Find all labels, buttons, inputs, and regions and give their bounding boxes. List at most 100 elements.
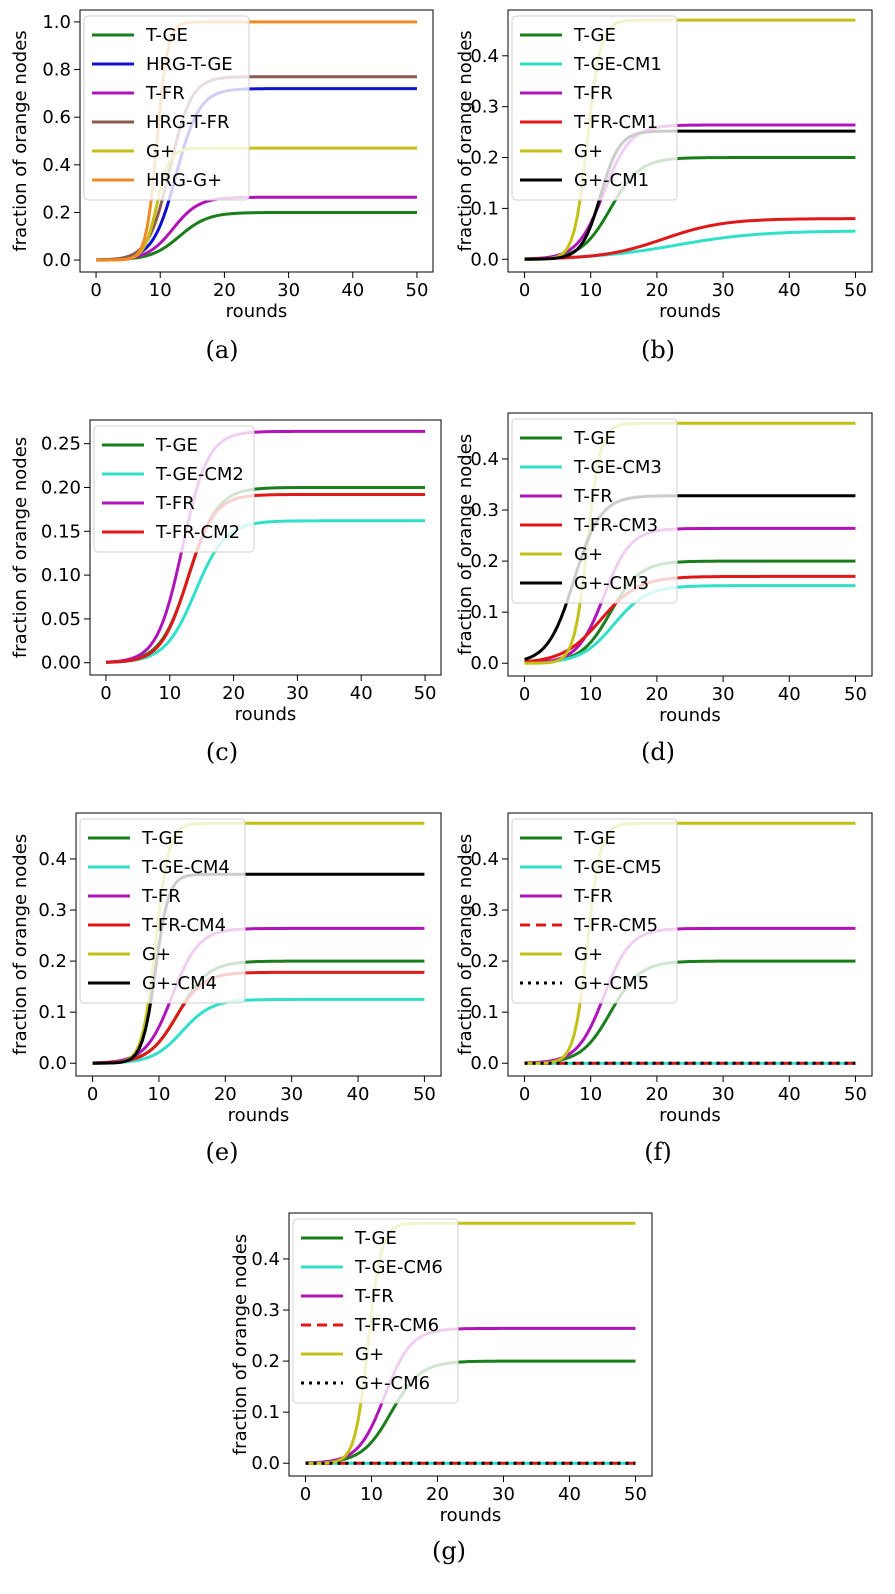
- series-line-t-fr: [105, 429, 426, 664]
- legend-label: HRG-T-GE: [146, 54, 233, 75]
- series-line-hrg-g-: [96, 20, 417, 262]
- caption-panel-d: (d): [640, 738, 676, 766]
- x-tick-label: 40: [778, 280, 801, 301]
- legend-label: T-GE-CM5: [573, 857, 662, 878]
- series-line-t-ge: [524, 959, 856, 1065]
- plot-area: [305, 1221, 636, 1465]
- series-line-t-fr: [305, 1326, 636, 1465]
- y-tick-label: 0.2: [251, 1351, 280, 1372]
- x-axis-label: rounds: [228, 1105, 290, 1126]
- y-tick-label: 0.2: [38, 951, 67, 972]
- legend-label: T-FR: [141, 886, 181, 907]
- y-axis-label: fraction of orange nodes: [10, 437, 31, 658]
- x-tick-label: 0: [519, 1084, 530, 1105]
- plot-area: [105, 429, 426, 664]
- x-tick-label: 20: [645, 280, 668, 301]
- x-tick-label: 50: [413, 1084, 436, 1105]
- caption-panel-g: (g): [431, 1537, 467, 1565]
- legend-label: T-FR-CM2: [155, 522, 240, 543]
- y-tick-label: 0.1: [38, 1002, 67, 1023]
- x-tick-label: 10: [158, 683, 181, 704]
- x-tick-label: 50: [624, 1484, 647, 1505]
- x-tick-label: 0: [519, 684, 530, 705]
- y-axis-label: fraction of orange nodes: [455, 834, 476, 1055]
- x-tick-label: 50: [844, 1084, 867, 1105]
- legend-label: T-FR-CM1: [573, 112, 658, 133]
- y-axis-label: fraction of orange nodes: [10, 834, 31, 1055]
- legend-label: T-GE-CM1: [573, 54, 662, 75]
- y-tick-label: 0.3: [470, 500, 499, 521]
- x-tick-label: 10: [360, 1484, 383, 1505]
- x-axis-label: rounds: [226, 301, 288, 322]
- y-tick-label: 0.3: [251, 1300, 280, 1321]
- y-tick-label: 0.1: [470, 602, 499, 623]
- legend-label: G+: [146, 141, 175, 162]
- series-line-t-fr: [524, 526, 856, 665]
- legend-label: G+: [142, 944, 171, 965]
- legend-label: T-FR: [155, 493, 195, 514]
- y-tick-label: 0.1: [251, 1402, 280, 1423]
- series-line-t-fr: [96, 195, 417, 262]
- legend-label: G+: [574, 944, 603, 965]
- x-tick-label: 50: [406, 280, 429, 301]
- series-line-t-fr: [92, 926, 425, 1065]
- chart-panel-c: 0 10 20 30 40 50 0.00 0.05 0.10 0.15 0.20 0.25 round…: [10, 419, 442, 725]
- y-tick-label: 0.2: [42, 202, 71, 223]
- y-tick-label: 0.4: [470, 46, 499, 67]
- x-tick-label: 20: [645, 1084, 668, 1105]
- series-line-g-cm4: [92, 872, 425, 1065]
- series-line-g-: [524, 821, 856, 1065]
- y-tick-label: 0.20: [41, 477, 81, 498]
- legend-label: T-GE-CM2: [155, 464, 244, 485]
- x-tick-label: 40: [778, 684, 801, 705]
- y-tick-label: 0.0: [470, 1053, 499, 1074]
- y-tick-label: 0.25: [41, 434, 81, 455]
- legend-label: T-FR-CM5: [573, 915, 658, 936]
- legend-box: [83, 15, 250, 201]
- x-tick-label: 40: [350, 683, 373, 704]
- legend-box: [93, 425, 255, 553]
- y-tick-label: 0.05: [41, 609, 81, 630]
- x-tick-label: 30: [286, 683, 309, 704]
- series-line-t-ge: [96, 210, 417, 262]
- legend-label: T-GE: [155, 435, 198, 456]
- legend-box: [511, 15, 678, 201]
- legend-box: [292, 1218, 459, 1404]
- x-tick-label: 0: [519, 280, 530, 301]
- y-tick-label: 0.00: [41, 653, 81, 674]
- legend-label: T-FR-CM6: [354, 1315, 439, 1336]
- series-line-t-ge-cm3: [524, 584, 856, 665]
- series-line-g-cm1: [524, 129, 856, 261]
- x-tick-label: 0: [87, 1084, 98, 1105]
- y-tick-label: 0.10: [41, 565, 81, 586]
- x-tick-label: 50: [414, 683, 437, 704]
- x-tick-label: 10: [579, 1084, 602, 1105]
- series-line-t-ge-cm2: [105, 519, 426, 664]
- legend-label: T-GE: [573, 828, 616, 849]
- legend-label: G+: [574, 141, 603, 162]
- y-tick-label: 1.0: [42, 12, 71, 33]
- x-tick-label: 50: [844, 684, 867, 705]
- series-line-g-: [96, 146, 417, 262]
- y-tick-label: 0.0: [251, 1453, 280, 1474]
- chart-panel-d: 0 10 20 30 40 50 0.0 0.1 0.2 0.3 0.4 rounds fraction…: [455, 412, 873, 726]
- series-line-hrg-t-ge: [96, 87, 417, 262]
- legend-label: T-FR-CM4: [141, 915, 226, 936]
- caption-panel-c: (c): [205, 738, 239, 766]
- legend-label: T-FR: [145, 83, 185, 104]
- caption-panel-e: (e): [205, 1138, 239, 1166]
- legend-label: G+-CM6: [355, 1373, 430, 1394]
- legend-label: T-GE: [141, 828, 184, 849]
- series-line-g-: [524, 18, 856, 261]
- x-tick-label: 30: [280, 1084, 303, 1105]
- series-line-t-fr-cm2: [105, 492, 426, 664]
- legend: T-GE T-GE-CM4 T-FR T-FR-CM4 G+ G+-CM4: [79, 818, 246, 1004]
- chart-panel-e: 0 10 20 30 40 50 0.0 0.1 0.2 0.3 0.4 rounds fraction…: [10, 812, 442, 1126]
- legend-label: T-GE: [354, 1228, 397, 1249]
- legend: T-GE T-GE-CM1 T-FR T-FR-CM1 G+ G+-CM1: [511, 15, 678, 201]
- series-line-t-fr-cm1: [524, 217, 856, 261]
- series-line-g-: [305, 1221, 636, 1465]
- caption-panel-f: (f): [644, 1138, 672, 1166]
- y-tick-label: 0.0: [38, 1053, 67, 1074]
- plot-area: [524, 18, 856, 261]
